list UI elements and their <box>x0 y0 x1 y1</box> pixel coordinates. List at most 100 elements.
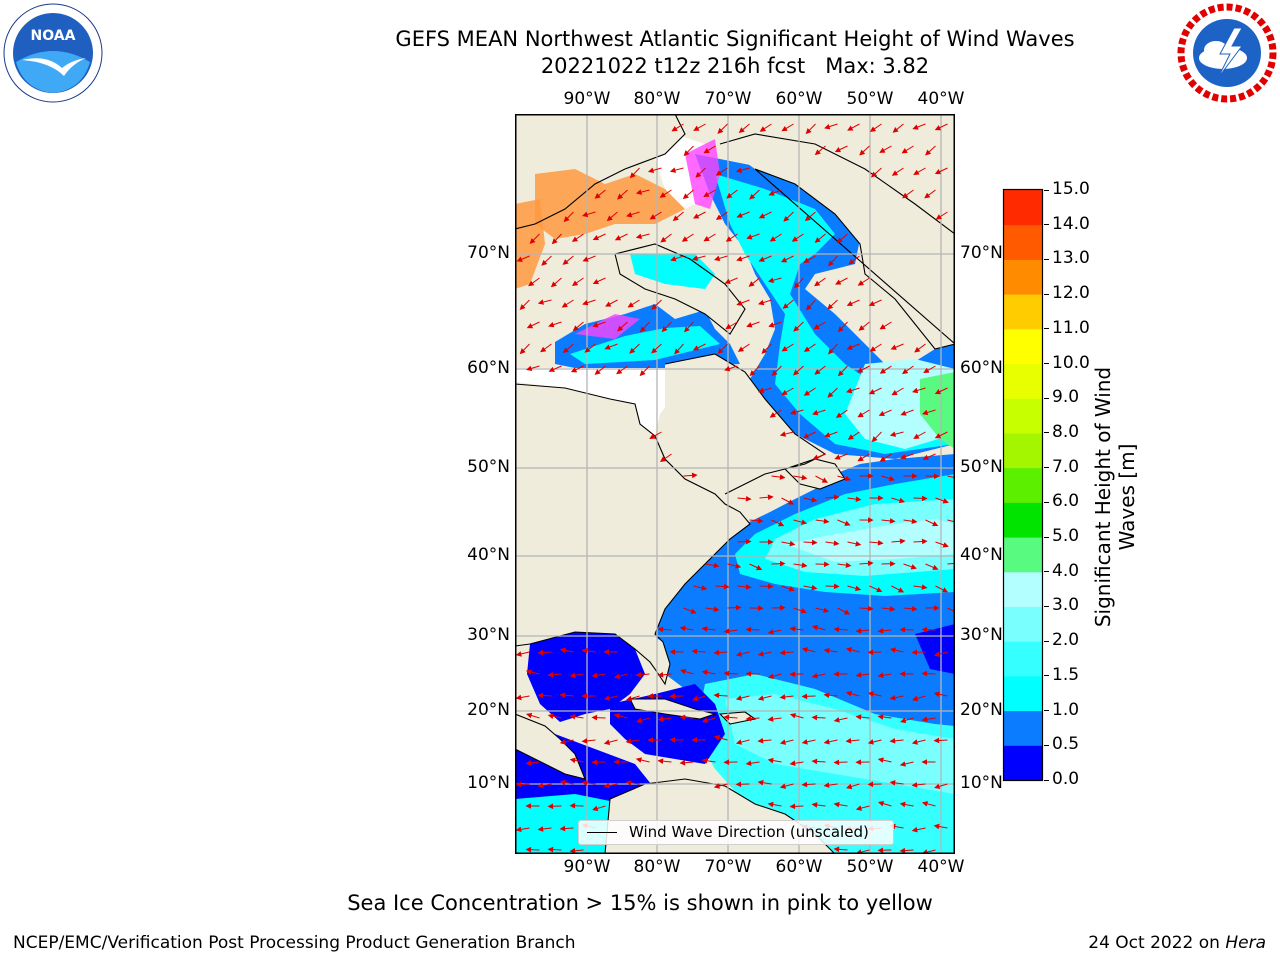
wave-arrow-head <box>899 538 906 545</box>
colorbar-tick-label: 13.0 <box>1052 248 1090 269</box>
wave-arrow-head <box>933 823 940 830</box>
wave-arrow-head <box>901 148 908 154</box>
colorbar-tick <box>1044 363 1049 365</box>
wave-arrow-head <box>748 281 755 287</box>
colorbar-tick-label: 3.0 <box>1052 595 1080 616</box>
wave-arrow-head <box>679 714 686 721</box>
wave-arrow-head <box>713 783 720 789</box>
wave-arrow-head <box>847 125 854 131</box>
wave-arrow-head <box>671 126 678 132</box>
wave-arrow-head <box>877 495 884 501</box>
wave-arrow-head <box>745 715 752 722</box>
wave-arrow-head <box>736 256 743 262</box>
wave-arrow-head <box>781 389 788 396</box>
wave-arrow-head <box>625 780 632 786</box>
wave-arrow-head <box>690 608 697 614</box>
wave-arrow-head <box>800 608 807 614</box>
wave-arrow-head <box>879 147 886 153</box>
wave-height-map <box>515 114 955 854</box>
wave-arrow-head <box>592 235 599 241</box>
wave-arrow-head <box>933 605 940 611</box>
wave-arrow-head <box>745 760 752 767</box>
wave-arrow-head <box>867 605 874 612</box>
wave-arrow-head <box>932 564 939 570</box>
colorbar-segment <box>1004 606 1042 642</box>
wave-arrow-head <box>691 736 698 743</box>
wave-arrow-head <box>581 738 588 744</box>
wave-arrow-head <box>783 215 790 222</box>
wave-arrow-head <box>547 713 554 719</box>
wave-arrow-head <box>617 193 624 200</box>
wave-arrow-head <box>529 238 536 244</box>
wave-arrow-head <box>805 304 812 311</box>
wave-arrow-head <box>942 498 949 504</box>
colorbar-tick-label: 6.0 <box>1052 491 1080 512</box>
wave-arrow-head <box>779 783 787 789</box>
wave-arrow-head <box>717 127 724 134</box>
lon-label-top: 40°W <box>917 89 965 109</box>
wave-arrow-head <box>569 757 576 764</box>
wave-arrow-head <box>789 540 796 547</box>
wave-arrow-head <box>725 323 732 330</box>
wave-arrow-head <box>647 167 655 174</box>
wave-arrow-head <box>921 495 928 502</box>
wave-arrow-head <box>525 669 532 675</box>
wave-arrow-head <box>812 454 819 460</box>
wave-arrow-head <box>897 587 905 593</box>
greenland <box>720 134 955 349</box>
wave-arrow-head <box>846 387 853 394</box>
colorbar-tick-label: 12.0 <box>1052 283 1090 304</box>
colorbar-tick <box>1044 640 1049 642</box>
wave-arrow-head <box>855 496 862 502</box>
colorbar-segment <box>1004 467 1042 503</box>
wave-arrow-head <box>890 344 897 350</box>
wave-arrow-head <box>592 805 599 812</box>
colorbar-tick <box>1044 571 1049 573</box>
wave-arrow-head <box>569 713 576 720</box>
cuba <box>630 699 715 719</box>
colorbar-tick-label: 1.0 <box>1052 699 1080 720</box>
legend-label: Wind Wave Direction (unscaled) <box>629 823 869 841</box>
wave-arrow-head <box>867 691 874 697</box>
wave-arrow-head <box>789 760 796 767</box>
lon-label-top: 70°W <box>704 89 752 109</box>
wave-arrow-head <box>767 494 774 501</box>
wave-arrow-head <box>892 127 899 133</box>
colorbar-tick <box>1044 536 1049 538</box>
wave-arrow-head <box>657 671 664 678</box>
wave-arrow-head <box>878 410 885 417</box>
wave-arrow-head <box>857 367 864 373</box>
wave-arrow-head <box>789 626 796 632</box>
wave-arrow-head <box>835 279 842 285</box>
wave-arrow-head <box>757 517 764 524</box>
wave-arrow-head <box>647 693 654 699</box>
wave-arrow-head <box>594 193 601 199</box>
wave-arrow-head <box>745 538 752 545</box>
wave-arrow-head <box>789 713 797 719</box>
wave-arrow-head <box>911 739 918 745</box>
wave-arrow-head <box>848 258 855 265</box>
wave-arrow-head <box>594 369 601 375</box>
wave-arrow-head <box>659 456 667 463</box>
wave-arrow-head <box>814 149 821 156</box>
wave-arrow-head <box>639 370 646 377</box>
wave-arrow-head <box>857 280 864 286</box>
lon-label-bottom: 90°W <box>563 857 611 877</box>
wave-arrow-head <box>845 738 852 744</box>
wave-arrow-head <box>827 391 834 398</box>
wave-arrow-head <box>811 497 818 503</box>
wave-arrow-head <box>912 124 919 130</box>
wave-arrow-head <box>844 475 852 482</box>
wave-arrow-head <box>591 714 598 721</box>
wave-arrow-head <box>701 585 708 591</box>
wave-arrow-head <box>635 233 643 239</box>
wave-arrow-head <box>846 783 853 790</box>
wave-arrow-head <box>902 192 909 199</box>
wave-arrow-head <box>811 714 818 721</box>
colorbar-tick <box>1044 501 1049 503</box>
wave-arrow-head <box>941 587 949 593</box>
wave-arrow-head <box>571 280 579 287</box>
wave-arrow-head <box>833 540 840 546</box>
wave-arrow-head <box>570 367 578 373</box>
north-america-land <box>515 384 750 674</box>
